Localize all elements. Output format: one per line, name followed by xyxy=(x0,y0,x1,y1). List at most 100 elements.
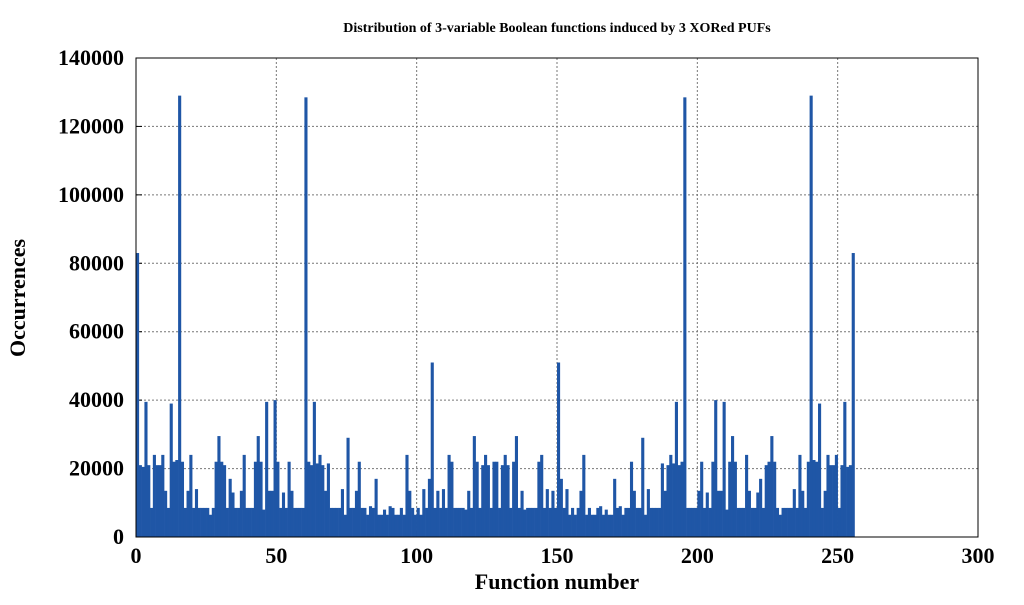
bar xyxy=(520,490,524,537)
bar xyxy=(694,507,698,537)
bar xyxy=(284,507,288,537)
bar xyxy=(475,461,479,537)
bar xyxy=(175,460,179,537)
bar xyxy=(826,454,830,537)
bar xyxy=(613,478,617,537)
bar xyxy=(593,514,597,537)
bar xyxy=(646,489,650,537)
chart-title: Distribution of 3-variable Boolean funct… xyxy=(343,21,771,36)
bar xyxy=(705,492,709,537)
y-tick-label: 140000 xyxy=(58,45,124,70)
bar xyxy=(562,507,566,537)
bar xyxy=(427,478,431,537)
bar xyxy=(467,490,471,537)
bar xyxy=(225,507,229,537)
bar xyxy=(214,461,218,537)
bar xyxy=(702,507,707,537)
bar xyxy=(363,507,367,537)
bar xyxy=(753,507,757,537)
bar xyxy=(150,507,154,537)
bar xyxy=(147,465,151,537)
x-tick-label: 150 xyxy=(541,543,574,568)
bar xyxy=(155,465,159,537)
bar xyxy=(781,507,785,537)
bar xyxy=(312,401,316,537)
bar xyxy=(837,507,841,537)
bar xyxy=(607,514,611,537)
bar xyxy=(228,478,232,537)
bar xyxy=(368,506,373,537)
bar xyxy=(178,95,182,537)
y-axis-label: Occurrences xyxy=(5,239,30,358)
bar xyxy=(624,507,628,537)
bar xyxy=(166,507,170,537)
bar xyxy=(585,514,589,537)
bar xyxy=(138,465,142,537)
bar xyxy=(416,507,420,537)
bar xyxy=(745,454,749,537)
bar xyxy=(840,465,844,537)
plot-frame xyxy=(135,57,979,538)
y-tick-label: 80000 xyxy=(69,250,124,275)
bar xyxy=(444,507,448,537)
bar xyxy=(262,509,266,537)
bar xyxy=(447,454,451,537)
bar xyxy=(326,463,330,537)
bar xyxy=(338,507,342,537)
bar xyxy=(834,454,838,537)
bar xyxy=(492,461,496,537)
bar xyxy=(273,400,277,537)
bar xyxy=(526,507,530,537)
bar xyxy=(663,490,667,537)
bar xyxy=(281,492,286,537)
bar xyxy=(784,507,788,537)
bar xyxy=(450,461,454,537)
bar xyxy=(242,454,246,537)
bar xyxy=(357,461,361,537)
bar xyxy=(430,362,434,537)
bar xyxy=(573,514,577,537)
bar xyxy=(461,507,465,537)
bar xyxy=(161,454,165,537)
bar xyxy=(189,454,193,537)
bar xyxy=(644,514,648,537)
bar xyxy=(638,507,642,537)
x-tick-label: 100 xyxy=(400,543,433,568)
bar xyxy=(295,507,300,537)
bar xyxy=(545,489,549,537)
bar xyxy=(579,490,583,537)
bar xyxy=(809,95,813,537)
bar xyxy=(832,465,836,537)
bar xyxy=(756,492,760,537)
bar xyxy=(711,461,715,537)
bar xyxy=(408,490,412,537)
bar xyxy=(596,507,600,537)
bar xyxy=(818,403,822,537)
bar xyxy=(489,507,493,537)
bar xyxy=(377,514,381,537)
bar xyxy=(352,507,356,537)
bar xyxy=(742,507,746,537)
bar xyxy=(223,465,227,537)
y-tick-label: 0 xyxy=(113,524,124,549)
bar xyxy=(747,490,751,537)
bar xyxy=(848,465,852,537)
bar xyxy=(582,454,586,537)
bar xyxy=(136,253,140,537)
bar xyxy=(200,507,204,537)
bar xyxy=(761,507,765,537)
bar xyxy=(231,492,235,537)
bar xyxy=(621,514,625,537)
bar xyxy=(385,514,389,537)
x-tick-label: 200 xyxy=(681,543,714,568)
bar xyxy=(380,514,384,537)
bar xyxy=(481,465,485,537)
bar xyxy=(823,490,827,537)
bar xyxy=(169,403,173,537)
bar xyxy=(803,507,808,537)
bar xyxy=(321,465,325,537)
bar xyxy=(775,507,780,537)
bar xyxy=(315,463,319,537)
bar xyxy=(298,507,302,537)
bar xyxy=(677,465,681,537)
